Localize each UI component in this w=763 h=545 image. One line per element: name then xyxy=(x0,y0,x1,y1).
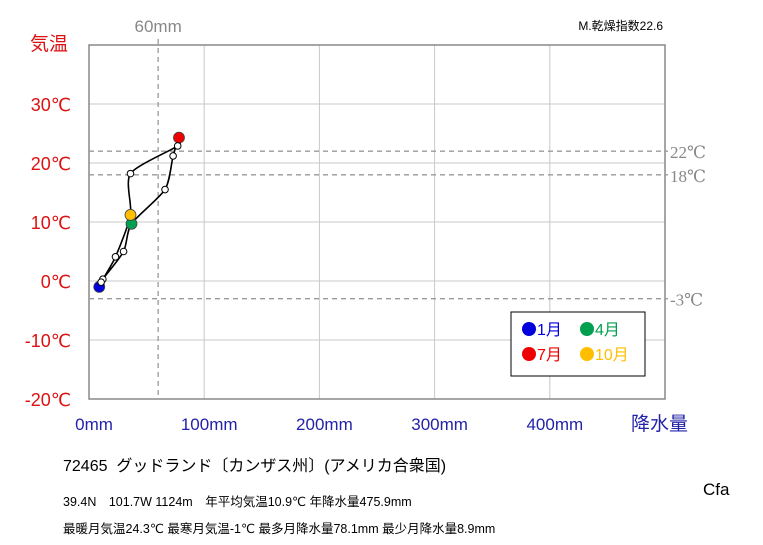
legend-marker xyxy=(522,322,536,336)
y-tick-label: 30℃ xyxy=(31,95,71,115)
x-tick-label: 200mm xyxy=(296,415,353,434)
climate-loop-line xyxy=(98,136,182,288)
station-name: グッドランド〔カンザス州〕(アメリカ合衆国) xyxy=(116,458,447,475)
y-tick-label: -20℃ xyxy=(25,390,71,410)
legend-box xyxy=(510,311,646,377)
x-tick-label: 400mm xyxy=(526,415,583,434)
legend-label: 1月 xyxy=(537,322,562,339)
month-marker-6 xyxy=(169,152,177,160)
legend-marker xyxy=(580,322,594,336)
legend-marker xyxy=(522,347,536,361)
month-marker-11 xyxy=(111,253,120,261)
legend-marker xyxy=(580,347,594,361)
y-tick-label: 10℃ xyxy=(31,213,71,233)
station-id: 72465 xyxy=(63,458,108,475)
month-marker-3 xyxy=(119,247,128,256)
legend-label: 7月 xyxy=(537,347,562,364)
month-marker-9 xyxy=(126,169,135,178)
y-axis-title: 気温 xyxy=(30,33,68,55)
reference-label-temp: 22℃ xyxy=(670,143,706,162)
y-tick-label: 0℃ xyxy=(41,272,71,292)
month-marker-5 xyxy=(161,185,169,194)
x-tick-label: 100mm xyxy=(181,415,238,434)
x-tick-label: 0mm xyxy=(75,415,113,434)
reference-label-temp: -3℃ xyxy=(670,291,703,310)
y-tick-label: -10℃ xyxy=(25,331,71,351)
x-tick-label: 300mm xyxy=(411,415,468,434)
month-marker-8 xyxy=(173,142,182,150)
station-title: 72465 グッドランド〔カンザス州〕(アメリカ合衆国) xyxy=(63,452,446,476)
month-marker-7 xyxy=(173,131,185,144)
month-marker-10 xyxy=(124,209,137,221)
plot-frame xyxy=(88,44,666,400)
x-axis-title: 降水量 xyxy=(631,413,688,435)
legend-label: 4月 xyxy=(595,322,620,339)
reference-label-precip: 60mm xyxy=(135,17,182,36)
climate-type-label: Cfa xyxy=(703,480,730,499)
station-info-extremes: 最暖月気温24.3℃ 最寒月気温-1℃ 最多月降水量78.1mm 最少月降水量8… xyxy=(63,522,496,536)
station-info-location: 39.4N 101.7W 1124m 年平均気温10.9℃ 年降水量475.9m… xyxy=(63,495,412,509)
y-tick-label: 20℃ xyxy=(31,154,71,174)
legend-label: 10月 xyxy=(595,347,629,364)
month-marker-12 xyxy=(97,278,105,286)
dryness-index-label: M.乾燥指数22.6 xyxy=(578,18,663,33)
reference-label-temp: 18℃ xyxy=(670,167,706,186)
